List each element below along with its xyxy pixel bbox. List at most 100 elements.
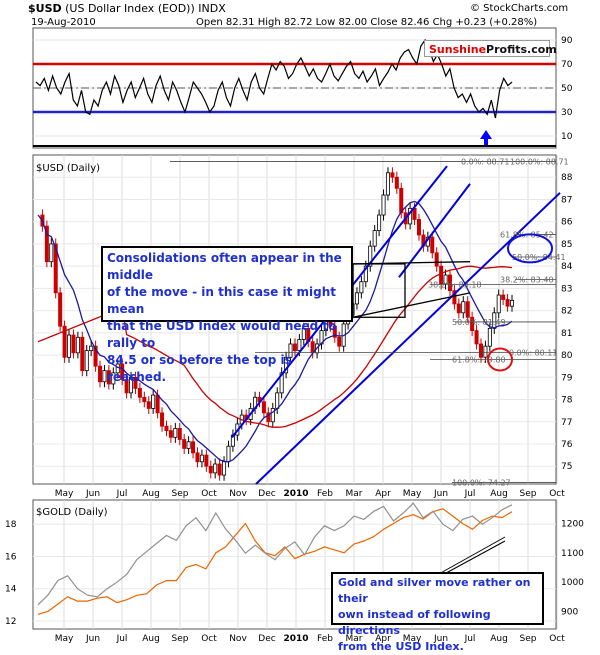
price-candle	[191, 441, 196, 454]
usd-month-label-17: Oct	[549, 489, 565, 499]
usd-tick-label-2: 77	[561, 418, 572, 428]
usd-tick-label-8: 83	[561, 284, 572, 294]
usd-tick-label-7: 82	[561, 307, 572, 317]
gold-callout-line-1	[436, 536, 506, 576]
price-candle	[372, 230, 377, 247]
usd-tick-label-1: 76	[561, 440, 573, 450]
price-candle	[106, 370, 111, 385]
usd-month-label-2: Jul	[116, 489, 128, 499]
price-candle	[222, 461, 227, 476]
gold-month-label-11: Apr	[375, 634, 391, 644]
price-candle	[89, 345, 94, 352]
usd-tick-label-13: 88	[561, 173, 573, 183]
gold-month-label-9: Feb	[317, 634, 333, 644]
price-candle	[186, 441, 191, 449]
usd-tick-label-9: 84	[561, 262, 573, 272]
price-candle	[208, 465, 213, 474]
price-candle	[120, 363, 125, 380]
gold-month-label-17: Oct	[549, 634, 565, 644]
ma-50-line	[37, 200, 513, 463]
consolidation-line-top	[352, 261, 471, 265]
gold-left-tick-label-3: 18	[5, 520, 17, 530]
fib-label-5: 38.2%: 83.18	[428, 280, 482, 289]
gold-month-label-2: Jul	[116, 634, 128, 644]
price-candle	[363, 265, 368, 283]
chart-symbol-line: $USD (US Dollar Index (EOD)) INDX	[28, 2, 226, 15]
gold-line-1: Gold and silver move rather on their	[338, 576, 531, 605]
consolidation-line-3: that the USD Index would need to rally t…	[107, 319, 337, 350]
price-candle	[447, 274, 452, 292]
price-candle	[279, 372, 284, 394]
price-candle	[394, 176, 399, 189]
price-candle	[199, 454, 204, 463]
fib-label-1: 100.0%: 88.71	[510, 157, 569, 166]
fib-label-9: 100.0%: 74.27	[452, 478, 511, 487]
price-candle	[288, 343, 293, 358]
price-candle	[505, 299, 510, 307]
price-candle	[470, 316, 475, 332]
price-candle	[111, 372, 116, 385]
price-candle	[177, 428, 182, 440]
logo-part-1: Sunshine	[429, 43, 487, 56]
gold-month-label-3: Aug	[142, 634, 160, 644]
gold-month-label-10: Mar	[346, 634, 363, 644]
consolidation-line-1: Consolidations often appear in the middl…	[107, 251, 342, 282]
price-candle	[301, 327, 306, 340]
consolidation-line-2: of the move - in this case it might mean	[107, 285, 337, 316]
price-candle	[44, 225, 49, 263]
usd-month-label-13: Jun	[433, 489, 448, 499]
gold-month-label-14: Jul	[464, 634, 476, 644]
consolidation-annotation: Consolidations often appear in the middl…	[101, 246, 353, 384]
usd-month-label-5: Oct	[201, 489, 217, 499]
gold-month-label-13: Jun	[433, 634, 448, 644]
chart-exchange: INDX	[198, 2, 226, 15]
price-candle	[509, 299, 514, 307]
gold-left-tick-label-0: 12	[5, 617, 16, 627]
price-candle	[266, 412, 271, 423]
price-candle	[49, 243, 54, 263]
usd-tick-label-12: 87	[561, 195, 572, 205]
usd-tick-label-4: 79	[561, 373, 573, 383]
gold-month-label-16: Sep	[520, 634, 537, 644]
rsi-tick-label-4: 90	[561, 36, 573, 46]
usd-month-label-16: Sep	[520, 489, 537, 499]
price-candle	[67, 334, 72, 358]
trend-line-top	[398, 183, 471, 278]
rsi-tick-label-3: 70	[561, 60, 573, 70]
fib-label-6: 50.0%: 81.49	[452, 318, 506, 327]
gold-month-label-12: May	[403, 634, 422, 644]
usd-month-label-4: Sep	[172, 489, 189, 499]
usd-month-label-15: Aug	[490, 489, 508, 499]
usd-month-label-1: Jun	[85, 489, 100, 499]
price-candle	[474, 330, 479, 345]
price-candle	[483, 345, 488, 358]
fib-label-7: 0.0%: 80.11	[509, 349, 557, 358]
copyright: © StockCharts.com	[470, 3, 569, 14]
fib-label-4: 38.2%: 83.40	[500, 275, 554, 284]
fib-label-3: 50.0%: 84.41	[512, 253, 566, 262]
price-candle	[93, 345, 98, 367]
price-candle	[173, 428, 178, 438]
gold-left-tick-label-2: 16	[5, 552, 17, 562]
price-candle	[297, 339, 302, 352]
price-candle	[137, 388, 142, 398]
price-candle	[155, 394, 160, 414]
price-candle	[195, 452, 200, 463]
price-candle	[204, 454, 209, 467]
price-candle	[292, 343, 297, 352]
price-candle	[337, 336, 342, 347]
gold-month-label-4: Sep	[172, 634, 189, 644]
price-candle	[124, 379, 129, 394]
price-candle	[354, 292, 359, 305]
ohlc-readout: Open 82.31 High 82.72 Low 82.00 Close 82…	[196, 17, 538, 28]
price-candle	[461, 301, 466, 314]
price-candle	[496, 294, 501, 314]
rsi-tick-label-0: 10	[561, 132, 573, 142]
usd-tick-label-11: 86	[561, 218, 573, 228]
usd-month-label-8: 2010	[283, 489, 308, 499]
gold-month-label-15: Aug	[490, 634, 508, 644]
target-circle-blue	[507, 233, 553, 264]
fib-label-0: 0.0%: 88.71	[461, 157, 509, 166]
gold-month-label-5: Oct	[201, 634, 217, 644]
silver-line	[37, 502, 513, 606]
